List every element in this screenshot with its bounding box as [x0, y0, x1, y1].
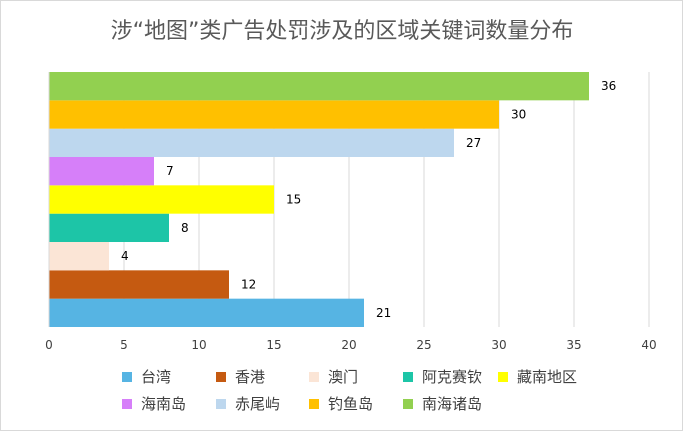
legend-swatch [498, 372, 508, 382]
bar-赤尾屿 [49, 128, 454, 157]
legend-swatch [309, 399, 319, 409]
bar-南海诸岛 [49, 72, 589, 101]
legend-label: 香港 [235, 368, 265, 386]
chart-title: 涉“地图”类广告处罚涉及的区域关键词数量分布 [111, 19, 574, 44]
bars [49, 72, 589, 327]
legend-label: 阿克赛钦 [422, 368, 482, 386]
x-tick-label: 5 [120, 338, 128, 352]
data-label: 4 [121, 249, 129, 263]
legend-swatch [122, 372, 132, 382]
data-label: 30 [511, 108, 526, 122]
x-tick-label: 35 [566, 338, 581, 352]
x-tick-label: 40 [641, 338, 656, 352]
legend-label: 台湾 [141, 368, 171, 386]
data-label: 27 [466, 136, 481, 150]
bar-香港 [49, 270, 229, 299]
data-label: 36 [601, 79, 616, 93]
bar-台湾 [49, 298, 364, 327]
x-tick-label: 30 [491, 338, 506, 352]
legend-label: 钓鱼岛 [328, 395, 373, 413]
data-label: 8 [181, 221, 189, 235]
legend-label: 海南岛 [141, 395, 186, 413]
x-tick-label: 0 [45, 338, 53, 352]
x-axis: 0 5 10 15 20 25 30 35 40 [45, 72, 657, 352]
bar-澳门 [49, 242, 109, 271]
data-label: 21 [376, 306, 391, 320]
data-label: 15 [286, 193, 301, 207]
bar-钓鱼岛 [49, 100, 499, 129]
data-labels: 21 12 4 8 15 7 27 30 36 [121, 79, 616, 320]
legend-label: 南海诸岛 [422, 395, 482, 413]
legend-swatch [122, 399, 132, 409]
x-tick-label: 15 [266, 338, 281, 352]
legend-label: 赤尾屿 [235, 395, 280, 413]
x-tick-label: 25 [416, 338, 431, 352]
bar-海南岛 [49, 157, 154, 186]
bar-藏南地区 [49, 185, 274, 214]
legend-swatch [403, 372, 413, 382]
legend-label: 藏南地区 [517, 368, 577, 386]
legend-swatch [216, 372, 226, 382]
data-label: 12 [241, 278, 256, 292]
x-tick-label: 10 [191, 338, 206, 352]
legend-swatch [403, 399, 413, 409]
x-tick-label: 20 [341, 338, 356, 352]
legend-swatch [216, 399, 226, 409]
legend-swatch [309, 372, 319, 382]
bar-阿克赛钦 [49, 213, 169, 242]
data-label: 7 [166, 164, 174, 178]
legend-label: 澳门 [328, 368, 358, 386]
